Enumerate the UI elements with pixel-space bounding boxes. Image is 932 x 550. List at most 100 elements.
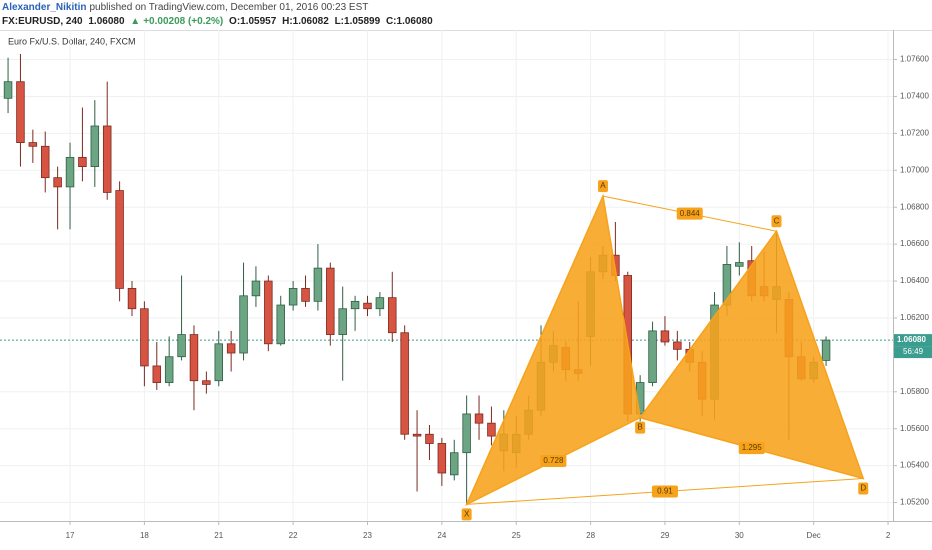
candle-body xyxy=(164,356,174,383)
candle-body xyxy=(202,380,211,385)
y-tick-label: 1.06400 xyxy=(900,276,929,285)
x-tick-label: 28 xyxy=(586,531,595,540)
candle-body xyxy=(313,267,323,302)
x-tick-label: 18 xyxy=(140,531,149,540)
candle-body xyxy=(474,413,484,424)
chart-title: Euro Fx/U.S. Dollar, 240, FXCM xyxy=(8,36,136,46)
candle-body xyxy=(102,125,112,193)
candle-body xyxy=(177,334,186,358)
candle-body xyxy=(648,330,657,383)
ratio-label: 0.91 xyxy=(657,487,673,496)
candle-body xyxy=(412,433,422,437)
candle-body xyxy=(288,288,298,306)
author[interactable]: Alexander_Nikitin xyxy=(2,2,87,13)
x-tick-label: 2 xyxy=(886,531,891,540)
candle-body xyxy=(375,297,385,310)
y-tick-label: 1.07200 xyxy=(900,128,929,137)
change: +0.00208 (+0.2%) xyxy=(143,16,224,27)
y-tick-label: 1.07000 xyxy=(900,165,929,174)
candle-body xyxy=(487,422,496,437)
candle-body xyxy=(152,365,162,383)
candle-body xyxy=(363,302,372,310)
y-tick-label: 1.05600 xyxy=(900,424,929,433)
ratio-label: 0.844 xyxy=(680,209,701,218)
candle-body xyxy=(189,334,199,382)
last-price-label: 1.06080 xyxy=(897,335,926,344)
y-tick-label: 1.06200 xyxy=(900,313,929,322)
x-tick-label: Dec xyxy=(807,531,821,540)
candle-body xyxy=(127,288,137,310)
last-price-box xyxy=(894,334,932,347)
candle-body xyxy=(350,300,360,310)
y-tick-label: 1.06600 xyxy=(900,239,929,248)
x-tick-label: 24 xyxy=(437,531,446,540)
candle-body xyxy=(437,443,447,474)
header-row: Alexander_Nikitin published on TradingVie… xyxy=(2,2,371,13)
ohlc-high: H:1.06082 xyxy=(282,16,329,27)
candle-body xyxy=(264,280,273,345)
y-tick-label: 1.05800 xyxy=(900,387,929,396)
point-label-box xyxy=(597,180,608,193)
candle-body xyxy=(450,452,459,476)
candle-body xyxy=(239,295,248,354)
x-tick-label: 21 xyxy=(214,531,223,540)
candle-body xyxy=(462,413,471,454)
y-tick-label: 1.06800 xyxy=(900,202,929,211)
ratio-label: 0.728 xyxy=(543,456,564,465)
ohlc-open: O:1.05957 xyxy=(229,16,277,27)
candle-body xyxy=(660,330,670,343)
candle-body xyxy=(78,156,87,167)
ohlc-low: L:1.05899 xyxy=(334,16,381,27)
point-label-box xyxy=(858,482,869,495)
x-tick-label: 22 xyxy=(289,531,298,540)
candle-body xyxy=(735,262,744,267)
candle-body xyxy=(400,332,409,435)
header: Alexander_Nikitin published on TradingVie… xyxy=(0,0,932,30)
header-row: FX:EURUSD, 240 1.06080 ▲ +0.00208 (+0.2%)… xyxy=(2,16,436,27)
y-tick-label: 1.07400 xyxy=(900,92,929,101)
candle-body xyxy=(40,145,50,179)
last: 1.06080 xyxy=(88,16,125,27)
x-tick-label: 25 xyxy=(512,531,521,540)
up-arrow: ▲ xyxy=(130,16,141,27)
candle-body xyxy=(301,288,310,302)
candle-body xyxy=(3,81,13,99)
candle-body xyxy=(251,280,261,297)
candle-body xyxy=(115,190,124,289)
candle-body xyxy=(388,297,397,334)
ratio-label-box xyxy=(738,442,765,455)
point-label: D xyxy=(860,484,866,493)
published: published on TradingView.com, December 0… xyxy=(89,2,369,13)
candle-body xyxy=(65,156,75,188)
ohlc-close: C:1.06080 xyxy=(385,16,433,27)
candle-body xyxy=(673,341,682,350)
candle-body xyxy=(338,308,347,335)
x-tick-label: 17 xyxy=(66,531,75,540)
point-label: C xyxy=(774,216,780,225)
candle-body xyxy=(90,125,100,167)
point-label-box xyxy=(635,421,646,434)
candle-body xyxy=(53,177,62,188)
candle-body xyxy=(214,343,223,382)
y-tick-label: 1.07600 xyxy=(900,55,929,64)
point-label: A xyxy=(600,181,606,190)
candle-body xyxy=(226,343,236,354)
y-tick-label: 1.05200 xyxy=(900,498,929,507)
x-tick-label: 29 xyxy=(660,531,669,540)
point-label-box xyxy=(771,215,782,228)
candle-body xyxy=(821,339,831,361)
countdown-box xyxy=(894,346,932,359)
x-tick-label: 23 xyxy=(363,531,372,540)
point-label: B xyxy=(637,423,642,432)
ratio-label-box xyxy=(676,207,703,220)
candle-body xyxy=(425,433,434,444)
candle-body xyxy=(16,81,25,143)
countdown: 56:49 xyxy=(903,347,924,356)
candle-body xyxy=(276,304,285,345)
symbol: FX:EURUSD, 240 xyxy=(2,16,83,27)
candle-body xyxy=(326,267,335,335)
point-label: X xyxy=(464,509,470,518)
point-label-box xyxy=(461,508,472,521)
